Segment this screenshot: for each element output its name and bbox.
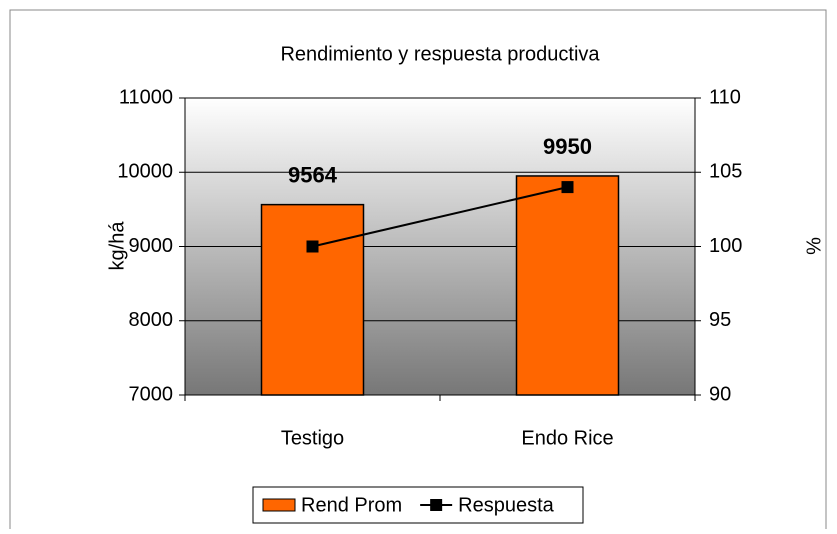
y2-axis-label: % [803,237,825,255]
legend-label: Respuesta [458,494,554,516]
x-tick-label: Testigo [281,427,344,449]
y-tick-label: 9000 [129,235,174,257]
y-tick-label: 11000 [119,86,173,108]
bar [260,203,365,396]
y-tick-label: 8000 [129,309,174,331]
legend-label: Rend Prom [301,494,402,516]
y2-tick-label: 100 [709,235,742,257]
line-marker [561,181,574,194]
bar [515,175,620,396]
legend-box [252,486,584,524]
y2-tick-label: 110 [709,86,741,108]
y-tick-label: 7000 [129,383,174,405]
x-tick-label: Endo Rice [521,427,613,449]
y-axis-label: kg/há [106,221,128,271]
line-marker [306,240,319,253]
line [312,186,568,248]
chart-title: Rendimiento y respuesta productiva [280,43,600,65]
legend-swatch [262,498,296,512]
legend-swatch-marker [430,499,443,511]
data-label: 9950 [543,134,592,159]
data-label: 9564 [288,162,338,187]
y2-tick-label: 105 [709,161,742,183]
y2-tick-label: 90 [709,383,731,405]
y2-tick-label: 95 [709,309,731,331]
y-tick-label: 10000 [117,161,173,183]
